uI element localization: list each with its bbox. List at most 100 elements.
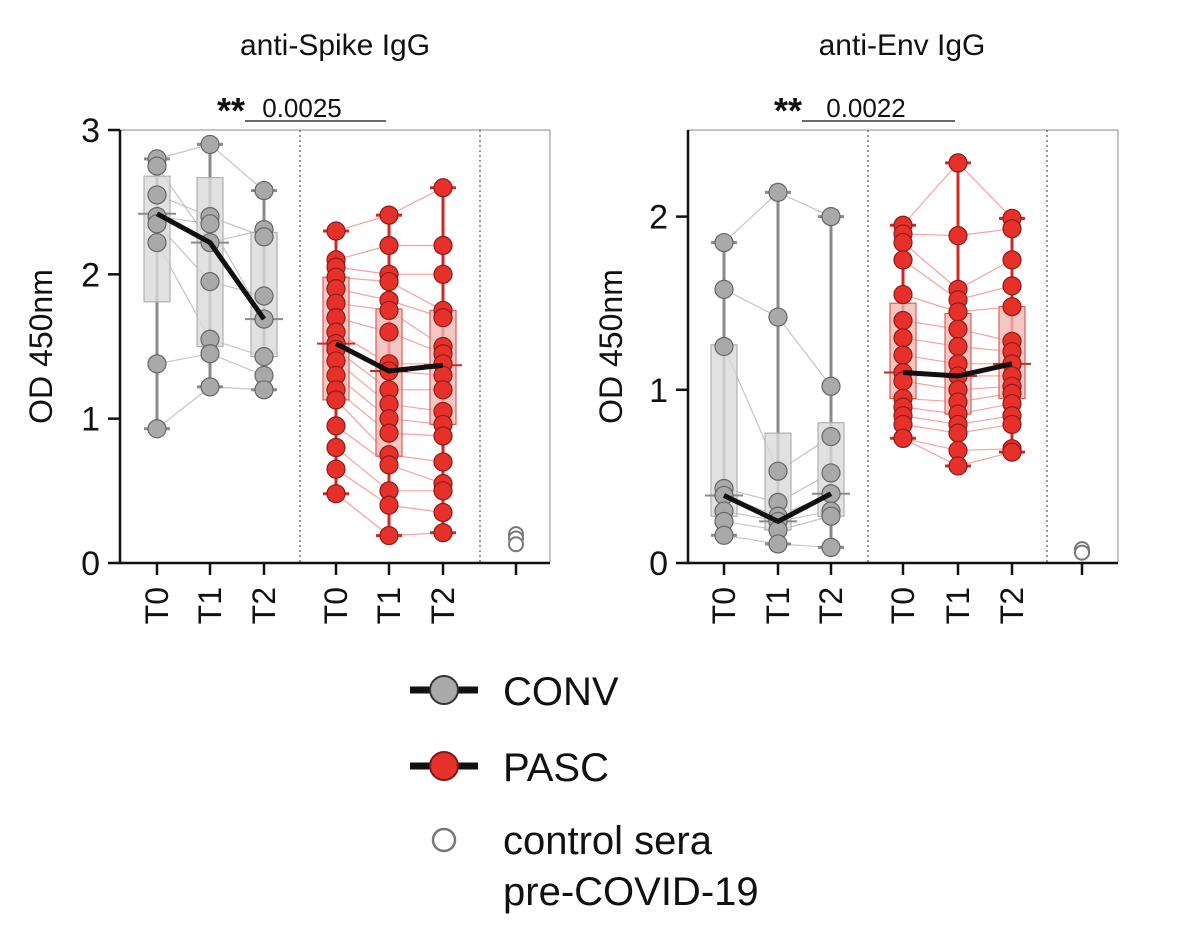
data-point-1-1 [768,307,788,327]
data-point-2-2 [1002,250,1022,270]
data-point-7-0 [714,525,734,545]
y-tick-label-3: 3 [81,112,100,150]
data-point-7-0 [147,419,167,439]
legend: CONV PASC control sera pre-COVID-19 [410,670,759,914]
data-point-15-0 [326,437,346,458]
data-point-2-0 [147,185,167,205]
data-point-16-1 [379,495,399,515]
legend-conv-label: CONV [503,670,619,714]
data-point-13-1 [948,423,968,443]
median-line [722,491,833,524]
median-line [155,211,267,321]
data-point-5-1 [948,319,968,339]
data-point-3-0 [893,250,913,270]
control-sera-point-2 [508,536,524,553]
x-tick-label-conv-0: T0 [706,587,742,624]
data-point-5-0 [893,310,913,331]
chart-anti-env: anti-Env IgG 0 1 2 OD 450nm T0 T1 T2 T0 T1 T2 ** 0.0… [593,29,1119,624]
data-point-17-0 [326,484,346,504]
data-point-6-1 [200,344,220,364]
data-point-1-0 [147,156,167,176]
chart-title: anti-Env IgG [819,29,986,62]
y-tick-label-2: 2 [649,199,668,237]
legend-control-marker [431,827,457,853]
data-point-0-0 [714,232,734,253]
significance-p-value: 0.0025 [262,93,342,123]
chart-anti-spike: anti-Spike IgG 0 1 2 3 OD 450nm T0 T1 T2 T0 T1 T2 **… [23,29,551,624]
legend-item-control-sera: control sera pre-COVID-19 [431,819,759,914]
legend-item-conv: CONV [410,670,619,714]
data-point-15-2 [1002,442,1022,462]
data-point-6-0 [147,354,167,374]
y-axis-label: OD 450nm [593,269,629,424]
significance-stars: ** [217,90,245,131]
series-pasc [317,178,462,546]
data-point-1-2 [821,376,841,396]
data-point-12-1 [379,423,399,443]
x-tick-label-conv-0: T0 [139,587,175,624]
data-point-16-0 [326,459,346,479]
legend-control-label-line1: control sera [503,819,713,863]
legend-pasc-marker [429,751,459,781]
data-point-6-1 [379,322,399,342]
series-pasc [884,153,1031,476]
data-point-0-1 [200,134,220,155]
data-point-0-1 [948,153,968,173]
data-point-4-0 [893,284,913,305]
y-tick-label-0: 0 [649,545,668,583]
data-point-3-1 [379,271,399,292]
data-point-0-2 [254,181,274,201]
data-point-7-1 [768,534,788,554]
data-point-17-2 [433,523,453,543]
data-point-13-0 [326,390,346,410]
data-point-15-1 [948,456,968,476]
data-point-7-2 [254,380,274,400]
y-axis-label: OD 450nm [23,269,59,424]
data-point-4-1 [200,271,220,292]
data-point-16-2 [433,502,453,523]
x-tick-label-conv-2: T2 [813,587,849,624]
x-tick-label-conv-1: T1 [760,587,796,624]
data-point-6-2 [821,506,841,526]
x-tick-label-pasc-1: T1 [940,587,976,624]
x-tick-label-pasc-0: T0 [318,587,354,624]
y-tick-label-1: 1 [81,401,100,439]
data-point-1-0 [714,279,734,299]
x-tick-label-pasc-1: T1 [371,587,407,624]
data-point-4-2 [1002,297,1022,317]
data-point-3-1 [200,214,220,234]
data-point-4-1 [948,302,968,322]
legend-item-pasc: PASC [410,746,609,790]
legend-conv-marker [429,675,459,705]
significance-stars: ** [774,90,802,131]
data-point-1-1 [379,235,399,256]
median-line [902,361,1013,379]
data-point-15-2 [433,481,453,501]
data-point-0-0 [326,221,346,241]
data-point-0-1 [379,205,399,225]
median-line [334,341,444,374]
data-point-0-2 [433,178,453,198]
data-point-1-2 [1002,219,1022,239]
data-point-2-1 [768,461,788,481]
data-point-12-2 [433,426,453,446]
data-point-0-1 [768,182,788,202]
control-sera-point-1 [1074,544,1090,561]
data-point-1-2 [433,235,453,256]
data-point-7-2 [821,537,841,558]
data-point-14-0 [326,416,346,436]
data-point-14-1 [379,455,399,475]
data-point-1-1 [948,226,968,246]
data-point-6-0 [893,328,913,348]
y-tick-label-2: 2 [81,256,100,294]
data-point-5-0 [147,232,167,253]
x-tick-label-conv-2: T2 [246,587,282,624]
x-tick-label-pasc-2: T2 [994,587,1030,624]
data-point-13-2 [1002,414,1022,435]
data-point-7-0 [893,345,913,365]
x-tick-label-pasc-2: T2 [425,587,461,624]
data-point-2-0 [893,232,913,253]
data-point-5-1 [379,300,399,321]
y-tick-label-0: 0 [81,545,100,583]
